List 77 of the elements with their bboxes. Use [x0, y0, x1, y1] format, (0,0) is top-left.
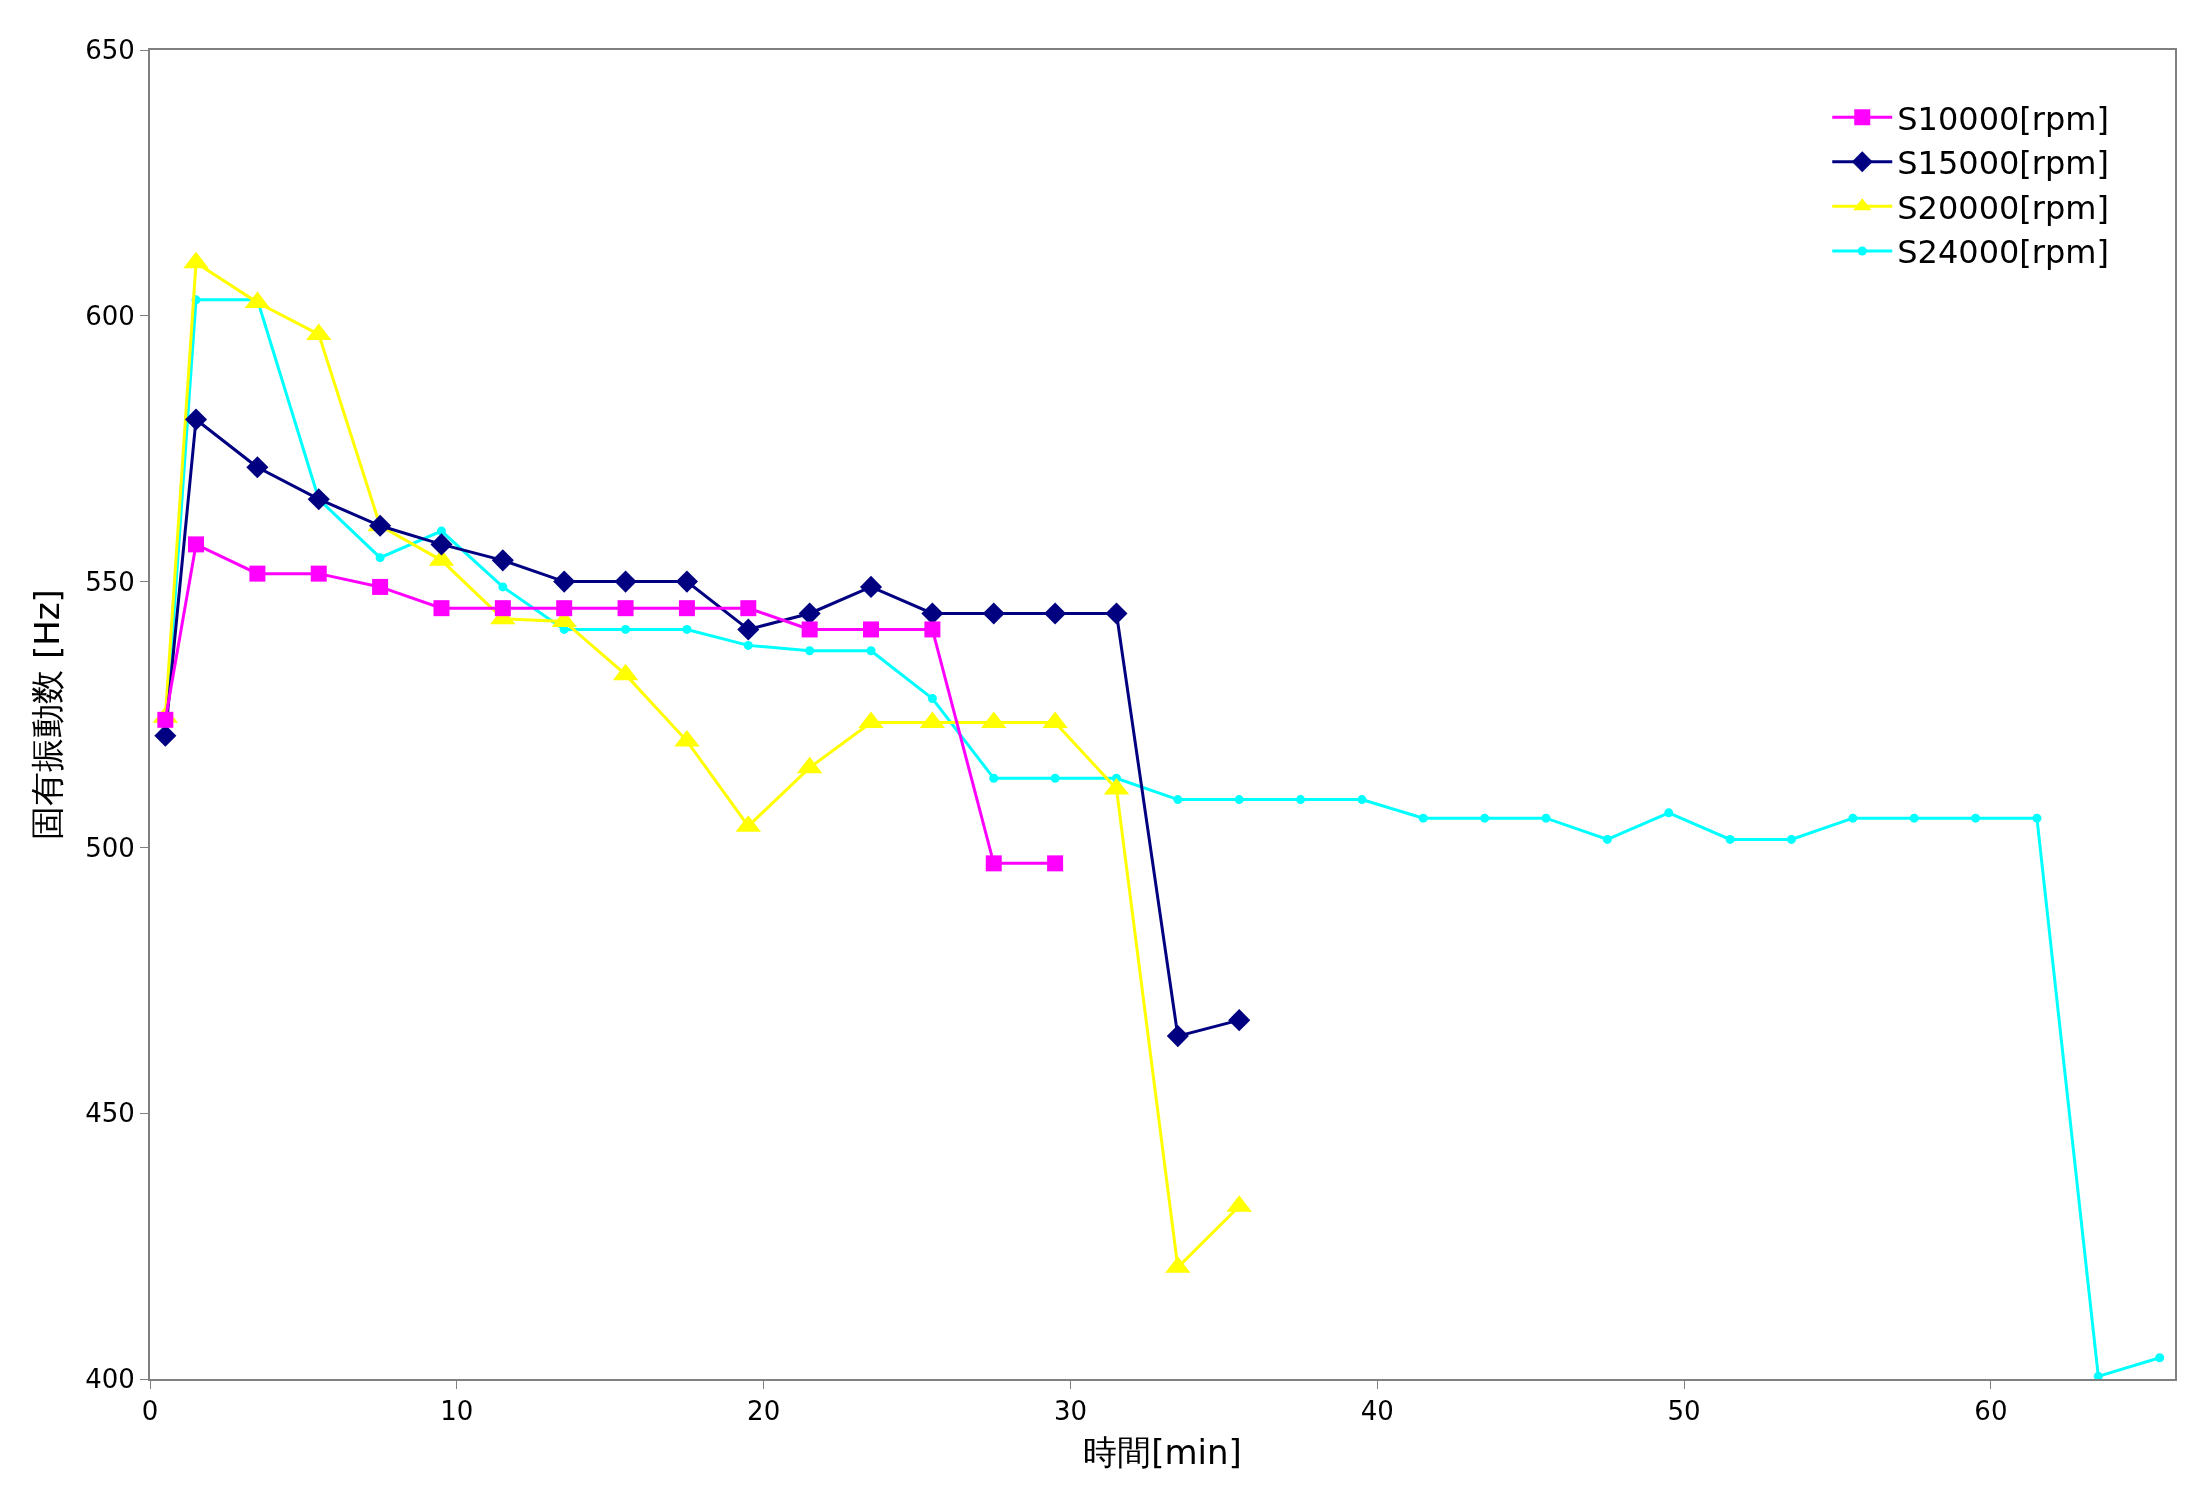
point: [1971, 813, 1981, 823]
point: [982, 602, 1005, 625]
point: [1166, 1025, 1189, 1048]
x-axis-title: 時間[min]: [1083, 1432, 1242, 1472]
y-tick-label: 600: [85, 300, 135, 331]
point: [1848, 813, 1858, 823]
point: [249, 565, 266, 582]
point: [375, 553, 385, 563]
point: [498, 582, 508, 592]
point: [184, 408, 208, 431]
point: [430, 533, 453, 556]
point: [1228, 1009, 1251, 1032]
point: [1786, 834, 1796, 844]
point: [1541, 813, 1551, 823]
x-tick-label: 40: [1360, 1396, 1394, 1427]
point: [1105, 602, 1128, 625]
point: [1357, 795, 1367, 805]
point: [369, 514, 392, 537]
point: [1234, 795, 1244, 805]
point: [157, 711, 174, 728]
x-tick-label: 20: [747, 1396, 781, 1427]
point: [863, 621, 880, 638]
point: [433, 600, 450, 617]
y-tick-label: 500: [85, 832, 135, 863]
point: [1050, 773, 1060, 783]
point: [985, 855, 1002, 872]
point: [553, 570, 576, 593]
point: [989, 773, 999, 783]
legend-label: S15000[rpm]: [1897, 144, 2109, 183]
point: [1909, 813, 1919, 823]
y-tick-label: 650: [85, 35, 135, 66]
point: [2032, 813, 2042, 823]
point: [682, 624, 692, 634]
point: [678, 600, 695, 617]
point: [2155, 1353, 2165, 1363]
point: [1044, 602, 1067, 625]
point: [1047, 855, 1064, 872]
point: [1173, 795, 1183, 805]
x-tick-label: 10: [440, 1396, 474, 1427]
point: [621, 624, 631, 634]
point: [801, 621, 818, 638]
point: [924, 621, 941, 638]
point: [1602, 834, 1612, 844]
point: [246, 456, 269, 479]
point: [307, 488, 330, 511]
point: [859, 575, 883, 598]
point: [614, 570, 637, 593]
x-tick-label: 30: [1053, 1396, 1087, 1427]
point: [675, 570, 698, 593]
point: [1418, 813, 1428, 823]
point: [372, 578, 389, 595]
point: [805, 646, 815, 656]
legend-label: S24000[rpm]: [1897, 233, 2109, 272]
point: [737, 618, 760, 641]
point: [1296, 795, 1306, 805]
point: [1480, 813, 1490, 823]
x-tick-label: 60: [1974, 1396, 2008, 1427]
x-tick-label: 0: [141, 1396, 159, 1427]
point: [740, 600, 757, 617]
x-tick-label: 50: [1667, 1396, 1701, 1427]
point: [491, 549, 514, 572]
y-tick-label: 400: [85, 1364, 135, 1395]
point: [866, 646, 876, 656]
legend-label: S10000[rpm]: [1897, 99, 2109, 138]
y-tick-label: 550: [85, 566, 135, 597]
point: [927, 694, 937, 704]
y-axis-title: 固有振動数 [Hz]: [27, 589, 68, 840]
point: [310, 565, 327, 582]
point: [556, 600, 573, 617]
point: [188, 536, 205, 553]
point: [1664, 808, 1674, 818]
point: [494, 600, 511, 617]
point: [1725, 834, 1735, 844]
point: [617, 600, 634, 617]
point: [743, 640, 753, 650]
y-tick-label: 450: [85, 1098, 135, 1129]
legend-label: S20000[rpm]: [1897, 188, 2109, 227]
